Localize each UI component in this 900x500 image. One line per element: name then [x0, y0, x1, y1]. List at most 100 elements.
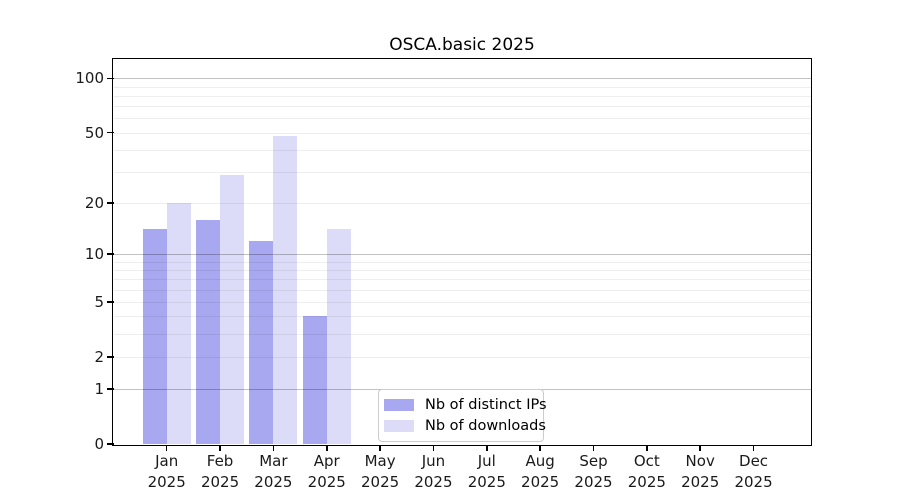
x-tick-year-jul: 2025: [467, 473, 506, 491]
x-tick-month-nov: Nov: [685, 452, 715, 470]
gridline-minor-5: [113, 302, 811, 304]
x-tick-month-oct: Oct: [633, 452, 660, 470]
x-tick-mark-feb: [219, 445, 221, 451]
gridline-major-10: [113, 254, 811, 256]
y-tick-label-0: 0: [94, 435, 104, 453]
x-tick-month-apr: Apr: [313, 452, 340, 470]
y-tick-label-50: 50: [84, 123, 104, 142]
gridline-minor-4: [113, 316, 811, 318]
x-tick-label-dec: Dec 2025: [719, 451, 789, 493]
y-tick-mark-50: [106, 131, 114, 134]
legend-label-downloads: Nb of downloads: [425, 418, 546, 434]
x-tick-label-jul: Jul 2025: [452, 451, 522, 493]
x-tick-mark-sep: [592, 445, 595, 451]
gridline-minor-30: [113, 171, 811, 173]
x-tick-month-jun: Jun: [421, 452, 446, 470]
gridline-minor-3: [113, 334, 811, 336]
gridline-minor-9: [113, 261, 811, 263]
bar-nb-of-distinct-ips-mar: [249, 240, 274, 444]
x-tick-label-apr: Apr 2025: [292, 451, 362, 493]
x-tick-label-may: May 2025: [345, 451, 415, 493]
gridline-minor-7: [113, 279, 811, 281]
gridline-minor-8: [113, 269, 811, 271]
gridline-minor-6: [113, 289, 811, 291]
legend-label-distinct-ips: Nb of distinct IPs: [425, 397, 547, 413]
legend-swatch-downloads: [384, 420, 414, 432]
bar-nb-of-downloads-apr: [326, 229, 351, 444]
x-tick-year-sep: 2025: [574, 473, 613, 491]
bar-nb-of-downloads-mar: [273, 135, 298, 444]
x-tick-year-apr: 2025: [307, 473, 346, 491]
chart-title: OSCA.basic 2025: [389, 35, 535, 55]
bar-nb-of-distinct-ips-jan: [142, 229, 167, 444]
x-tick-year-jan: 2025: [147, 473, 186, 491]
x-tick-year-may: 2025: [361, 473, 400, 491]
x-tick-mark-dec: [752, 445, 755, 451]
y-tick-mark-5: [106, 301, 114, 303]
gridline-minor-50: [113, 132, 811, 134]
gridline-minor-20: [113, 202, 811, 204]
y-tick-mark-10: [106, 253, 114, 255]
gridline-major-100: [113, 78, 811, 80]
x-tick-month-sep: Sep: [579, 452, 608, 470]
x-tick-year-feb: 2025: [200, 473, 240, 491]
bars-layer: [114, 59, 811, 444]
legend-swatch-distinct-ips: [384, 399, 414, 411]
x-tick-label-nov: Nov 2025: [665, 451, 735, 493]
legend-entry-distinct-ips: Nb of distinct IPs: [384, 397, 547, 413]
x-tick-year-jun: 2025: [414, 473, 453, 491]
gridline-minor-40: [113, 149, 811, 151]
bar-nb-of-distinct-ips-apr: [302, 316, 327, 444]
x-tick-month-may: May: [364, 452, 396, 470]
x-tick-month-feb: Feb: [206, 452, 234, 470]
x-tick-label-mar: Mar 2025: [238, 451, 308, 493]
x-tick-mark-jul: [486, 445, 488, 451]
bar-nb-of-downloads-jan: [166, 202, 191, 444]
y-tick-label-5: 5: [94, 293, 104, 312]
x-tick-mark-aug: [539, 445, 541, 451]
x-tick-month-jul: Jul: [477, 452, 496, 470]
x-tick-label-oct: Oct 2025: [612, 451, 682, 493]
x-tick-label-jan: Jan 2025: [132, 451, 202, 493]
legend-entry-downloads: Nb of downloads: [384, 418, 546, 434]
y-tick-mark-20: [106, 202, 114, 204]
x-tick-mark-mar: [272, 445, 275, 451]
x-tick-year-mar: 2025: [254, 473, 293, 491]
y-tick-label-2: 2: [94, 347, 104, 366]
x-tick-mark-may: [379, 445, 381, 451]
x-tick-year-dec: 2025: [734, 473, 773, 491]
gridline-minor-90: [113, 86, 811, 88]
x-tick-mark-apr: [325, 445, 328, 451]
y-tick-label-1: 1: [94, 380, 104, 399]
x-tick-month-mar: Mar: [259, 452, 288, 470]
legend: Nb of distinct IPs Nb of downloads: [378, 389, 547, 442]
gridline-minor-70: [113, 106, 811, 108]
x-tick-label-aug: Aug 2025: [505, 451, 575, 493]
x-tick-mark-oct: [646, 445, 648, 451]
gridline-minor-80: [113, 95, 811, 97]
x-tick-year-nov: 2025: [681, 473, 720, 491]
y-tick-label-10: 10: [84, 245, 104, 264]
y-tick-mark-0: [106, 443, 114, 445]
x-tick-label-sep: Sep 2025: [559, 451, 629, 493]
x-tick-mark-jun: [432, 445, 435, 451]
bar-nb-of-downloads-feb: [220, 174, 245, 444]
x-tick-month-dec: Dec: [739, 452, 769, 470]
grid-layer: [113, 59, 811, 444]
x-tick-month-aug: Aug: [525, 452, 555, 470]
x-tick-year-aug: 2025: [521, 473, 560, 491]
y-tick-label-100: 100: [75, 69, 104, 88]
x-tick-month-jan: Jan: [155, 452, 179, 470]
gridline-minor-2: [113, 356, 811, 358]
x-tick-label-feb: Feb 2025: [185, 451, 255, 493]
x-tick-mark-nov: [699, 445, 701, 451]
y-tick-mark-1: [106, 388, 114, 390]
gridline-minor-60: [113, 118, 811, 120]
y-tick-mark-2: [106, 356, 114, 358]
y-tick-label-20: 20: [84, 193, 104, 212]
x-tick-mark-jan: [165, 445, 168, 451]
plot-area: [112, 57, 812, 446]
y-tick-mark-100: [106, 77, 114, 80]
x-tick-label-jun: Jun 2025: [398, 451, 468, 493]
